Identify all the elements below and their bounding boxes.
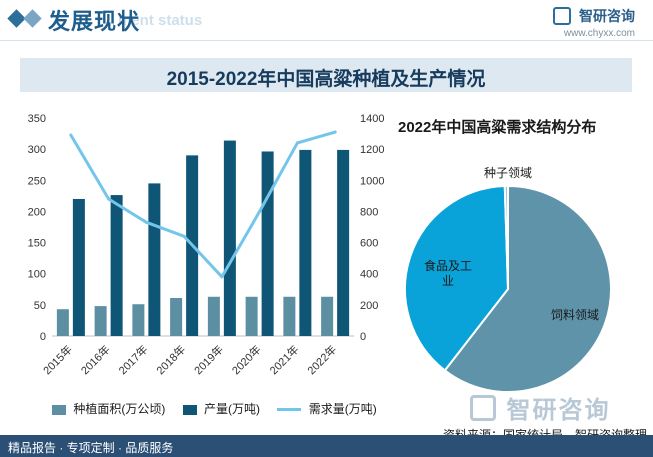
- point-demand: [144, 220, 148, 224]
- y-tick-left: 150: [28, 238, 46, 250]
- y-tick-left: 50: [34, 300, 46, 312]
- pie-slice-label: 种子领域: [484, 166, 532, 180]
- brand-name: 智研咨询: [579, 8, 635, 24]
- bar-area: [56, 309, 69, 336]
- legend-label-area: 种植面积(万公顷): [73, 402, 166, 416]
- watermark-brand: 智研咨询: [470, 390, 610, 425]
- y-tick-left: 100: [28, 269, 46, 281]
- page-subtitle: ment status: [118, 12, 203, 29]
- page-title: 发展现状: [48, 9, 141, 34]
- y-tick-right: 0: [360, 331, 366, 343]
- y-tick-left: 0: [40, 331, 46, 343]
- y-tick-left: 300: [28, 144, 46, 156]
- bar-production: [110, 195, 123, 336]
- point-demand: [295, 141, 299, 145]
- point-demand: [258, 209, 262, 213]
- x-tick-label: 2015年: [40, 342, 75, 377]
- y-tick-left: 200: [28, 206, 46, 218]
- bar-production: [223, 140, 236, 336]
- bar-production: [72, 198, 85, 336]
- bar-area: [170, 298, 183, 336]
- y-tick-right: 1000: [360, 175, 384, 187]
- x-tick-label: 2016年: [78, 342, 113, 377]
- header-divider: [0, 40, 653, 41]
- y-tick-left: 250: [28, 175, 46, 187]
- legend-label-production: 产量(万吨): [204, 402, 261, 416]
- y-tick-right: 600: [360, 238, 378, 250]
- pie-slice: [503, 184, 509, 290]
- combo-legend: 种植面积(万公顷) 产量(万吨) 需求量(万吨): [52, 400, 391, 417]
- legend-item-demand: 需求量(万吨): [277, 400, 377, 417]
- y-tick-right: 400: [360, 269, 378, 281]
- banner-title: 2015-2022年中国高粱种植及生产情况: [166, 69, 486, 90]
- bar-area: [207, 296, 220, 336]
- brand-url[interactable]: www.chyxx.com: [563, 28, 635, 39]
- y-tick-right: 1200: [360, 144, 384, 156]
- pie-title: 2022年中国高粱需求结构分布: [398, 119, 597, 136]
- pie-slice-label: 食品及工业: [424, 258, 472, 288]
- y-tick-right: 1400: [360, 113, 384, 125]
- point-demand: [220, 275, 224, 279]
- bar-production: [148, 183, 161, 336]
- y-tick-right: 200: [360, 300, 378, 312]
- legend-item-production: 产量(万吨): [182, 400, 261, 417]
- bar-production: [186, 155, 199, 336]
- bar-area: [245, 296, 258, 336]
- point-demand: [69, 133, 73, 137]
- footer-text: 精品报告 · 专项定制 · 品质服务: [8, 441, 174, 455]
- pie-slice: [443, 184, 612, 393]
- x-tick-label: 2020年: [229, 342, 264, 377]
- legend-item-area: 种植面积(万公顷): [52, 400, 165, 417]
- legend-label-demand: 需求量(万吨): [308, 402, 377, 416]
- bar-area: [132, 304, 145, 336]
- brand: 智研咨询 www.chyxx.com: [552, 6, 635, 39]
- bar-area: [283, 296, 296, 336]
- legend-swatch-demand: [277, 408, 302, 412]
- line-demand: [69, 130, 337, 279]
- legend-swatch-area: [52, 404, 66, 415]
- point-demand: [333, 130, 337, 134]
- y-tick-right: 800: [360, 206, 378, 218]
- header: ment status 发展现状 智研咨询 www.chyxx.com: [0, 0, 653, 40]
- pie-slice: [404, 185, 510, 372]
- x-tick-label: 2021年: [267, 342, 302, 377]
- pie-label-line: 业: [442, 274, 454, 288]
- bar-area: [94, 306, 107, 336]
- pie-slice-label: 饲料领域: [551, 308, 599, 322]
- bar-production: [299, 149, 312, 336]
- banner: 2015-2022年中国高粱种植及生产情况: [20, 58, 632, 92]
- watermark-name: 智研咨询: [506, 397, 611, 424]
- x-tick-label: 2019年: [191, 342, 226, 377]
- bar-production: [261, 151, 274, 336]
- x-tick-label: 2018年: [153, 342, 188, 377]
- brand-logo-icon: [552, 7, 571, 25]
- x-tick-label: 2017年: [116, 342, 151, 377]
- legend-swatch-production: [182, 404, 197, 415]
- y-tick-left: 350: [28, 113, 46, 125]
- bar-production: [337, 149, 350, 336]
- watermark-logo-icon: [470, 394, 496, 421]
- bar-area: [321, 296, 334, 336]
- diamond-icon: [23, 9, 42, 28]
- point-demand: [182, 234, 186, 238]
- footer-bar: 精品报告 · 专项定制 · 品质服务: [0, 435, 653, 457]
- point-demand: [107, 197, 111, 201]
- pie-label-line: 食品及工: [424, 258, 472, 273]
- x-tick-label: 2022年: [304, 342, 339, 377]
